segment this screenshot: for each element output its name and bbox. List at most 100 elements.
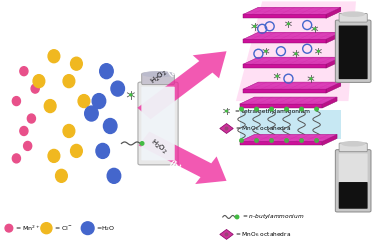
Polygon shape (139, 132, 226, 184)
Ellipse shape (265, 50, 267, 52)
Polygon shape (243, 7, 341, 14)
Ellipse shape (235, 215, 239, 219)
Ellipse shape (81, 222, 94, 235)
Ellipse shape (295, 53, 297, 54)
Ellipse shape (92, 93, 106, 109)
Text: = Cl$^{-}$: = Cl$^{-}$ (54, 224, 73, 232)
Ellipse shape (100, 64, 113, 79)
Ellipse shape (63, 124, 75, 137)
FancyBboxPatch shape (339, 25, 368, 79)
Ellipse shape (5, 224, 13, 232)
Ellipse shape (285, 107, 288, 111)
Ellipse shape (71, 144, 82, 158)
Polygon shape (326, 32, 341, 43)
Ellipse shape (225, 127, 228, 130)
Polygon shape (149, 132, 211, 163)
Polygon shape (137, 61, 199, 108)
Ellipse shape (314, 28, 316, 30)
Ellipse shape (56, 169, 67, 182)
Polygon shape (236, 2, 356, 101)
Ellipse shape (270, 107, 273, 111)
Polygon shape (137, 51, 226, 119)
Ellipse shape (41, 223, 52, 234)
FancyBboxPatch shape (339, 153, 368, 184)
Polygon shape (243, 89, 326, 93)
Ellipse shape (44, 100, 56, 113)
Ellipse shape (225, 233, 228, 236)
Text: (b): (b) (166, 159, 182, 173)
Text: =H$_2$O: =H$_2$O (96, 224, 115, 233)
Ellipse shape (33, 75, 45, 88)
Ellipse shape (27, 114, 36, 123)
Polygon shape (326, 82, 341, 93)
Ellipse shape (104, 118, 117, 134)
Ellipse shape (300, 107, 303, 111)
Ellipse shape (300, 139, 303, 142)
Ellipse shape (240, 139, 243, 142)
Polygon shape (240, 97, 337, 104)
Ellipse shape (285, 139, 288, 142)
Ellipse shape (63, 75, 75, 88)
FancyBboxPatch shape (240, 110, 341, 139)
Polygon shape (326, 57, 341, 68)
Polygon shape (243, 32, 341, 39)
FancyBboxPatch shape (339, 13, 367, 22)
FancyBboxPatch shape (335, 150, 371, 212)
Text: H$_2$O$_2$: H$_2$O$_2$ (149, 137, 170, 156)
Polygon shape (220, 123, 233, 134)
Text: H$_2$O$_2$: H$_2$O$_2$ (149, 67, 170, 87)
Ellipse shape (71, 57, 82, 70)
Ellipse shape (226, 110, 227, 112)
Polygon shape (243, 14, 326, 18)
Ellipse shape (255, 139, 258, 142)
Ellipse shape (140, 142, 144, 145)
Ellipse shape (12, 154, 20, 163)
Polygon shape (240, 135, 337, 141)
Ellipse shape (315, 107, 318, 111)
Ellipse shape (318, 50, 319, 52)
FancyBboxPatch shape (339, 182, 368, 209)
Text: = tetramethylammonium: = tetramethylammonium (235, 109, 310, 114)
Ellipse shape (315, 139, 318, 142)
Ellipse shape (48, 50, 60, 63)
Text: = $n$-butylammonium: = $n$-butylammonium (242, 212, 305, 222)
FancyBboxPatch shape (142, 73, 174, 85)
FancyBboxPatch shape (335, 20, 371, 82)
Polygon shape (243, 64, 326, 68)
Ellipse shape (111, 81, 124, 96)
Ellipse shape (20, 67, 28, 76)
FancyBboxPatch shape (141, 87, 175, 160)
Ellipse shape (255, 107, 258, 111)
FancyBboxPatch shape (138, 82, 178, 165)
Text: = Mn$^{2+}$: = Mn$^{2+}$ (15, 224, 40, 233)
Text: = MnO$_6$ octahedra: = MnO$_6$ octahedra (235, 124, 291, 133)
Ellipse shape (96, 143, 110, 159)
Ellipse shape (142, 71, 174, 77)
Ellipse shape (276, 75, 278, 77)
Polygon shape (220, 229, 233, 239)
Ellipse shape (23, 141, 32, 150)
Ellipse shape (342, 142, 364, 146)
Ellipse shape (78, 94, 90, 108)
Ellipse shape (48, 149, 60, 162)
Ellipse shape (85, 106, 98, 121)
Ellipse shape (31, 84, 39, 93)
Polygon shape (326, 7, 341, 18)
Text: (a): (a) (166, 64, 181, 78)
Polygon shape (240, 104, 322, 108)
FancyBboxPatch shape (339, 143, 367, 152)
Polygon shape (240, 141, 322, 145)
Ellipse shape (342, 12, 364, 16)
Ellipse shape (107, 168, 121, 183)
Ellipse shape (130, 94, 132, 96)
Polygon shape (322, 97, 337, 108)
Ellipse shape (12, 97, 20, 106)
Ellipse shape (240, 107, 243, 111)
Polygon shape (243, 57, 341, 64)
Polygon shape (322, 135, 337, 145)
Polygon shape (243, 39, 326, 43)
Ellipse shape (310, 78, 312, 79)
Ellipse shape (254, 25, 256, 27)
Text: = MnO$_6$ octahedra: = MnO$_6$ octahedra (235, 230, 291, 239)
Ellipse shape (270, 139, 273, 142)
